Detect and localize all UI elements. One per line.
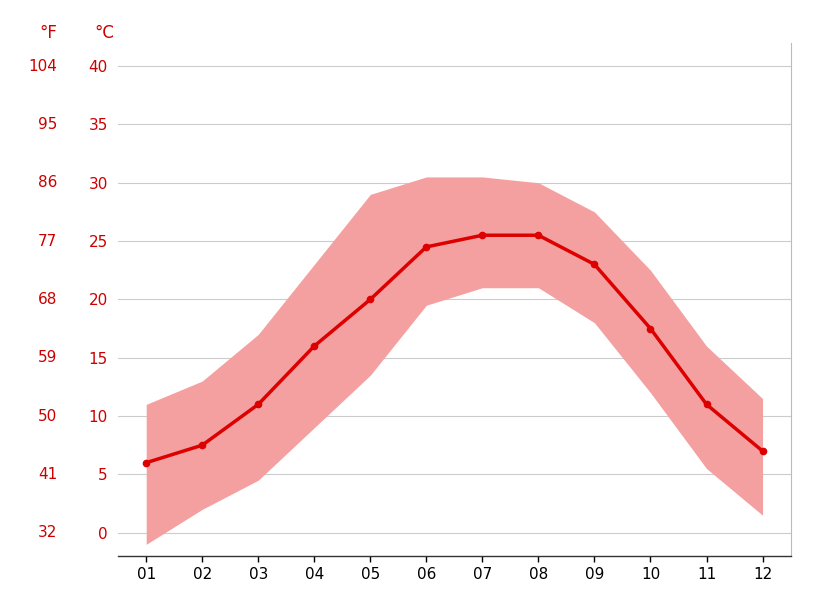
Text: 41: 41	[37, 467, 57, 482]
Text: 95: 95	[37, 117, 57, 132]
Text: 86: 86	[37, 175, 57, 190]
Text: °C: °C	[95, 24, 114, 42]
Text: 77: 77	[37, 233, 57, 249]
Text: 68: 68	[37, 292, 57, 307]
Text: 104: 104	[29, 59, 57, 73]
Text: 50: 50	[37, 409, 57, 423]
Text: °F: °F	[39, 24, 57, 42]
Text: 32: 32	[37, 525, 57, 540]
Text: 59: 59	[37, 350, 57, 365]
